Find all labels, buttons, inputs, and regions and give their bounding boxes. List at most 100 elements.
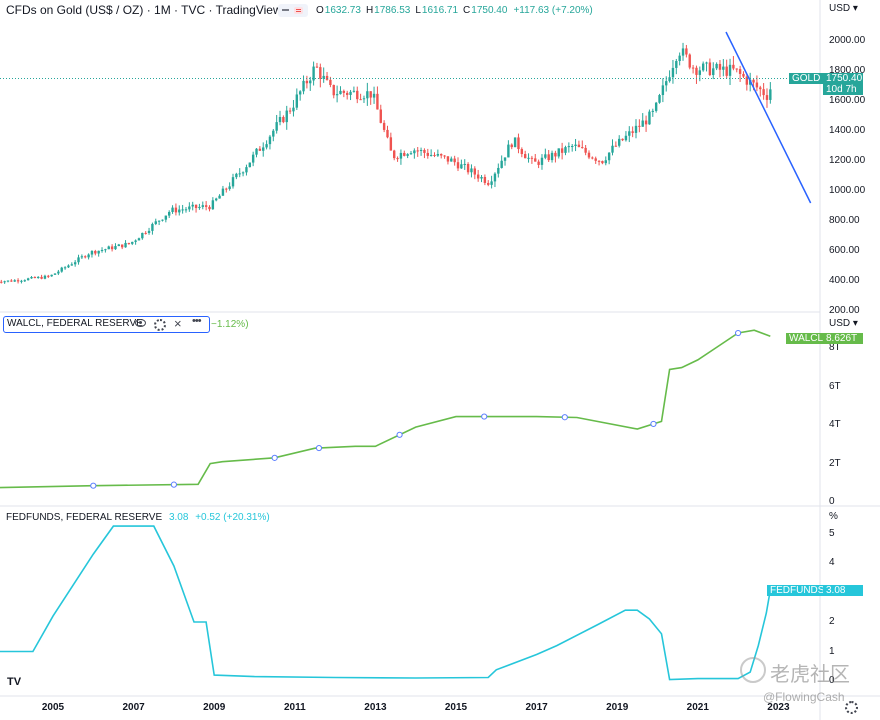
price-tick-label: 800.00 xyxy=(829,215,860,226)
gold-candle xyxy=(661,85,665,96)
gold-candle xyxy=(567,146,571,148)
gold-candle xyxy=(67,265,70,268)
gold-candle xyxy=(487,182,490,185)
fedfunds-tick-label: 1 xyxy=(829,645,835,657)
gold-candle xyxy=(409,153,413,155)
gold-candle xyxy=(238,173,241,175)
gold-candle xyxy=(349,91,352,95)
equals-icon xyxy=(294,7,303,14)
close-icon[interactable]: × xyxy=(174,316,182,331)
gold-countdown: 10d 7h xyxy=(826,84,857,95)
gold-candle xyxy=(403,152,406,156)
gold-candle xyxy=(564,147,567,153)
gold-candle xyxy=(53,273,57,275)
gold-candle xyxy=(624,135,628,141)
gold-candle xyxy=(450,158,453,162)
fedfunds-legend-label: FEDFUNDS, FEDERAL RESERVE xyxy=(6,512,163,523)
gold-candle xyxy=(26,278,30,281)
chevron-down-icon: ▾ xyxy=(850,3,858,14)
gold-candle xyxy=(483,176,487,183)
gold-candle xyxy=(678,55,681,62)
gold-candle xyxy=(738,69,742,74)
collapse-toggle[interactable] xyxy=(278,4,308,17)
gold-candle xyxy=(453,158,456,163)
walcl-currency-selector[interactable]: USD ▾ xyxy=(829,318,858,329)
gold-candle xyxy=(30,277,33,279)
walcl-tick-label: 0 xyxy=(829,496,835,507)
fedfunds-symbol-tag: FEDFUNDS xyxy=(767,585,828,596)
gold-candle xyxy=(63,267,67,269)
gold-candle xyxy=(718,63,722,70)
fedfunds-legend[interactable]: FEDFUNDS, FEDERAL RESERVE 3.08 +0.52 (+2… xyxy=(6,512,270,523)
walcl-tick-label: 2T xyxy=(829,457,841,469)
gold-candle xyxy=(33,277,37,279)
gold-candle xyxy=(722,66,725,70)
watermark-handle: @FlowingCash xyxy=(763,690,845,704)
gold-candle xyxy=(460,164,463,169)
gold-candle xyxy=(577,144,581,148)
gold-candle xyxy=(369,91,372,98)
gold-candle xyxy=(436,154,440,156)
gold-candle xyxy=(167,211,171,216)
time-tick-label: 2017 xyxy=(525,702,548,713)
gold-candle xyxy=(688,54,691,68)
gold-candle xyxy=(470,168,473,173)
time-tick-label: 2009 xyxy=(203,702,226,713)
gold-candle xyxy=(295,94,299,108)
walcl-tick-label: 6T xyxy=(829,380,841,392)
gold-candle xyxy=(110,246,114,250)
symbol-header[interactable]: CFDs on Gold (US$ / OZ) · 1M · TVC · Tra… xyxy=(6,3,282,17)
gold-candle xyxy=(107,246,110,250)
gold-candle xyxy=(329,79,332,85)
gold-candle xyxy=(416,150,419,152)
more-icon[interactable]: ••• xyxy=(192,315,202,327)
eye-icon[interactable] xyxy=(135,319,146,327)
gold-candle xyxy=(396,158,399,160)
gold-candle xyxy=(607,152,611,161)
tiger-logo-icon xyxy=(740,657,766,683)
gold-candle xyxy=(215,198,218,201)
gold-candle xyxy=(715,63,718,69)
watermark-brand: 老虎社区 xyxy=(770,662,850,686)
gold-candle xyxy=(560,148,564,153)
fedfunds-tick-label: 2 xyxy=(829,616,835,627)
time-tick-label: 2011 xyxy=(283,702,306,713)
gold-candle xyxy=(47,275,50,277)
gold-candle xyxy=(584,147,587,153)
walcl-legend[interactable]: WALCL, FEDERAL RESERVE × ••• xyxy=(3,315,210,333)
gold-candle xyxy=(698,70,702,75)
time-tick-label: 2005 xyxy=(41,702,65,713)
gold-candle xyxy=(231,177,235,187)
gold-candle xyxy=(114,246,117,250)
gold-candle xyxy=(16,280,20,282)
settings-icon[interactable] xyxy=(845,701,858,714)
gold-candle xyxy=(309,80,312,84)
gear-icon[interactable] xyxy=(154,319,166,331)
gold-candle xyxy=(648,111,651,125)
gold-candle xyxy=(282,116,285,123)
gold-candle xyxy=(701,63,705,71)
gold-candle xyxy=(164,215,168,220)
gold-candle xyxy=(493,173,497,182)
price-tick-label: 600.00 xyxy=(829,245,860,256)
gold-candle xyxy=(144,232,147,234)
gold-candle xyxy=(211,200,215,210)
gold-candle xyxy=(40,276,43,279)
gold-candle xyxy=(574,144,577,147)
gold-candle xyxy=(554,152,557,157)
gold-candle xyxy=(127,242,131,244)
gold-candle xyxy=(668,77,671,82)
ohlc-key: H xyxy=(365,5,374,16)
gold-candle xyxy=(651,110,654,112)
gold-candle xyxy=(523,154,527,159)
gold-candle xyxy=(473,168,477,175)
price-currency-selector[interactable]: USD ▾ xyxy=(829,3,858,14)
gold-candle xyxy=(117,244,121,247)
gold-candle xyxy=(171,207,174,212)
gold-candle xyxy=(732,64,735,69)
gold-candle xyxy=(335,94,339,96)
gold-candle xyxy=(3,281,6,283)
tradingview-logo[interactable]: TV xyxy=(7,676,22,688)
walcl-value-tag: 8.626T xyxy=(823,333,863,344)
